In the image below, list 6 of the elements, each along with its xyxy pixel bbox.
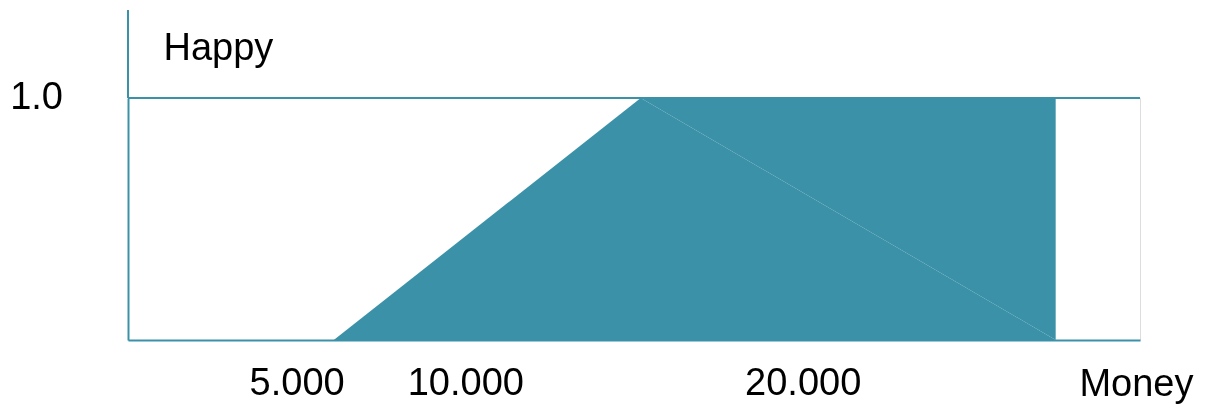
y-axis-title: Happy — [163, 25, 274, 68]
x-tick-label: 5.000 — [249, 360, 345, 403]
ref-line-label: 1.0 — [10, 75, 63, 117]
x-axis-title: Money — [1079, 361, 1194, 404]
x-tick-label: 10.000 — [407, 360, 524, 403]
x-tick-label: 20.000 — [745, 360, 862, 403]
